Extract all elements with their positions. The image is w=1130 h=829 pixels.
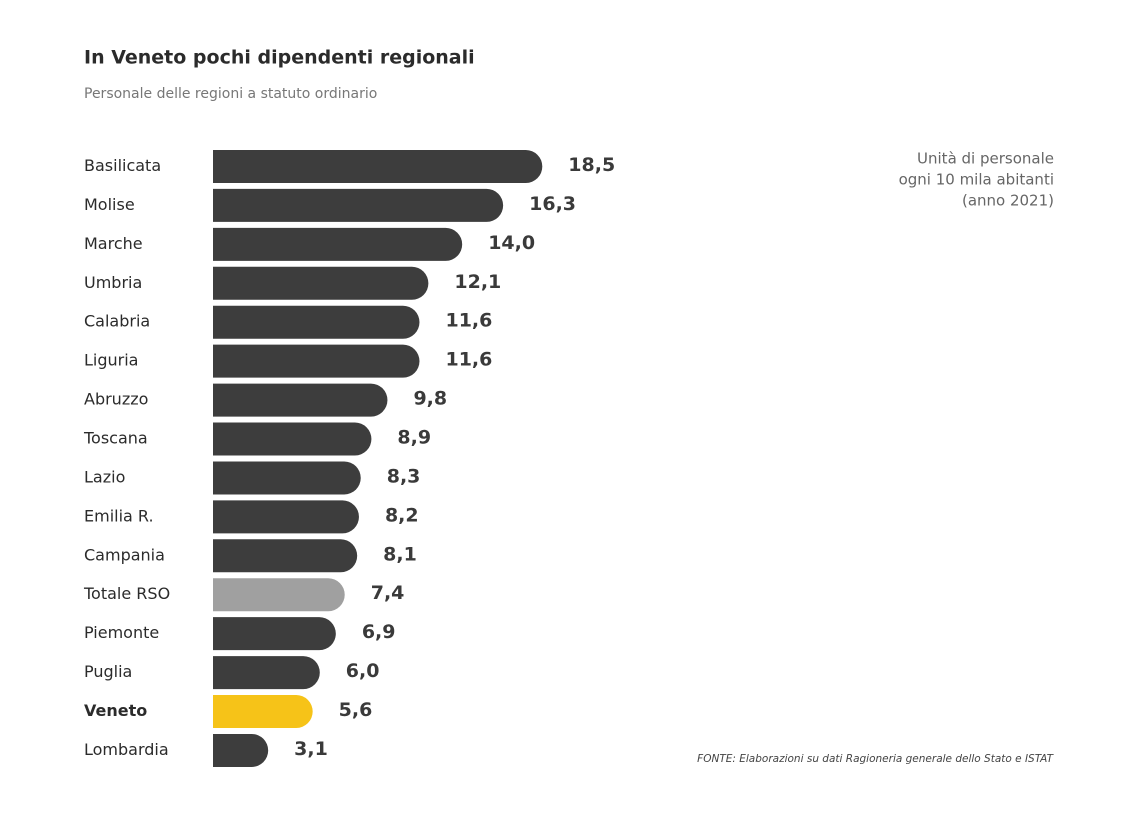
value-label: 8,9 <box>397 427 431 449</box>
bar <box>213 617 336 651</box>
value-label: 7,4 <box>371 582 405 604</box>
bar <box>213 305 420 339</box>
category-label: Molise <box>84 195 135 214</box>
bar <box>213 422 372 456</box>
value-label: 8,3 <box>387 465 421 487</box>
source-note: FONTE: Elaborazioni su dati Ragioneria g… <box>697 753 1054 765</box>
annotation-line: ogni 10 mila abitanti <box>899 171 1054 189</box>
annotation-line: Unità di personale <box>917 150 1054 168</box>
bar <box>213 344 420 378</box>
bar <box>213 188 504 222</box>
value-label: 18,5 <box>568 154 615 176</box>
bar <box>213 578 345 612</box>
value-label: 8,2 <box>385 504 419 526</box>
category-label: Liguria <box>84 351 138 370</box>
category-label: Lombardia <box>84 740 169 759</box>
category-label: Piemonte <box>84 623 159 642</box>
category-label: Veneto <box>84 701 147 720</box>
bar <box>213 461 361 495</box>
bar <box>213 656 320 690</box>
category-label: Campania <box>84 545 165 564</box>
category-label: Marche <box>84 234 143 253</box>
value-label: 5,6 <box>339 699 373 721</box>
chart-subtitle: Personale delle regioni a statuto ordina… <box>84 86 377 102</box>
bar <box>213 500 359 534</box>
bar <box>213 539 358 573</box>
value-label: 14,0 <box>488 232 535 254</box>
bar <box>213 733 269 767</box>
category-label: Abruzzo <box>84 390 148 409</box>
value-label: 11,6 <box>445 349 492 371</box>
category-label: Puglia <box>84 662 132 681</box>
value-label: 12,1 <box>454 271 501 293</box>
value-label: 11,6 <box>445 310 492 332</box>
bar <box>213 266 429 300</box>
bar <box>213 383 388 417</box>
category-label: Umbria <box>84 273 142 292</box>
value-label: 3,1 <box>294 738 328 760</box>
category-label: Calabria <box>84 312 150 331</box>
bar <box>213 150 543 183</box>
value-label: 16,3 <box>529 193 576 215</box>
annotation-line: (anno 2021) <box>962 192 1054 210</box>
category-label: Toscana <box>83 429 148 448</box>
category-label: Lazio <box>84 467 125 486</box>
bar <box>213 227 463 261</box>
value-label: 6,9 <box>362 621 396 643</box>
category-label: Basilicata <box>84 156 161 175</box>
bar <box>213 695 313 729</box>
value-label: 8,1 <box>383 543 417 565</box>
category-label: Emilia R. <box>84 506 154 525</box>
category-label: Totale RSO <box>83 584 170 603</box>
value-label: 6,0 <box>346 660 380 682</box>
value-label: 9,8 <box>413 388 447 410</box>
chart-title: In Veneto pochi dipendenti regionali <box>84 47 475 69</box>
